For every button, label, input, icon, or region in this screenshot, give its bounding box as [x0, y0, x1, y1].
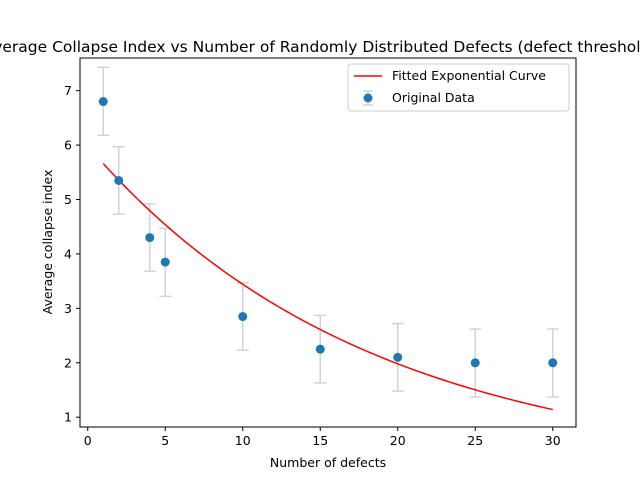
legend-label-original: Original Data	[392, 90, 475, 105]
y-tick-label: 2	[64, 355, 72, 370]
legend-label-fitted: Fitted Exponential Curve	[392, 68, 546, 83]
x-tick-label: 25	[467, 433, 483, 448]
legend-marker-swatch	[363, 90, 373, 106]
x-tick-label: 15	[312, 433, 328, 448]
y-axis-label: Average collapse index	[40, 170, 55, 315]
plot-area	[97, 66, 559, 411]
data-marker-2	[114, 175, 124, 185]
y-tick-label: 5	[64, 192, 72, 207]
y-tick-label: 1	[64, 410, 72, 425]
data-marker-4	[145, 233, 155, 243]
data-marker-5	[160, 257, 170, 267]
data-marker-25	[470, 358, 480, 368]
x-axis: 0 5 10 15 20 25 30	[84, 427, 561, 448]
y-axis: 1 2 3 4 5 6 7	[64, 83, 80, 425]
y-tick-label: 7	[64, 83, 72, 98]
chart-title: Average Collapse Index vs Number of Rand…	[0, 38, 640, 56]
data-marker-1	[98, 97, 108, 107]
data-marker-15	[315, 344, 325, 354]
y-tick-label: 4	[64, 246, 72, 261]
x-tick-label: 30	[545, 433, 561, 448]
x-axis-label: Number of defects	[270, 455, 386, 470]
plot-frame	[79, 57, 577, 428]
x-tick-label: 5	[161, 433, 169, 448]
fitted-curve	[102, 163, 553, 411]
data-marker-30	[548, 358, 558, 368]
x-tick-label: 10	[235, 433, 251, 448]
y-tick-label: 6	[64, 138, 72, 153]
legend: Fitted Exponential Curve Original Data	[347, 63, 570, 112]
y-tick-label: 3	[64, 301, 72, 316]
data-marker-20	[393, 352, 403, 362]
x-tick-label: 0	[84, 433, 92, 448]
data-marker-10	[238, 312, 248, 322]
legend-box	[347, 63, 570, 112]
x-tick-label: 20	[390, 433, 406, 448]
